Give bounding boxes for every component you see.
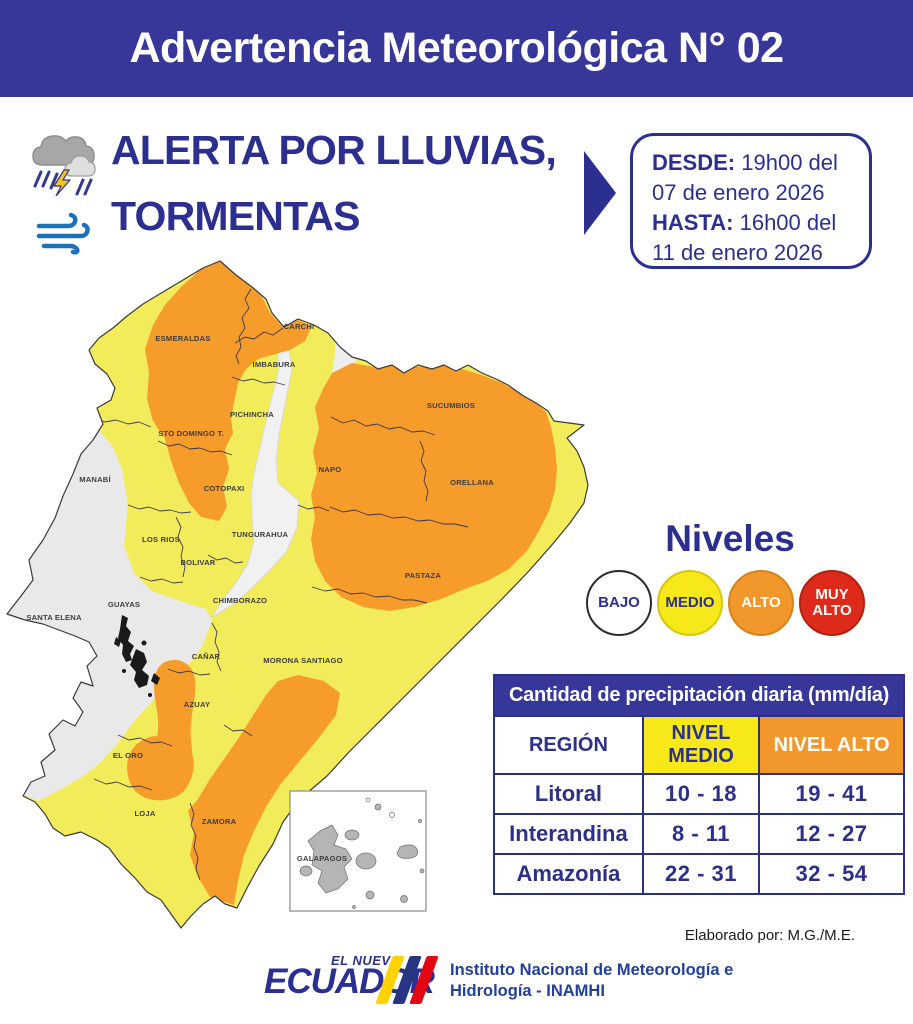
desde-value: 19h00 del 07 de enero 2026 (652, 150, 838, 205)
levels-legend: BAJO MEDIO ALTO MUY ALTO (586, 570, 865, 636)
province-label: COTOPAXI (204, 484, 245, 493)
ecuador-alert-map: ESMERALDAS CARCHI IMBABURA PICHINCHA STO DOM… (6, 260, 589, 929)
precipitation-table: Cantidad de precipitación diaria (mm/día… (493, 674, 905, 895)
province-label: PICHINCHA (230, 410, 274, 419)
province-label: CARCHI (284, 322, 315, 331)
province-label: CAÑAR (192, 652, 221, 661)
province-label: SUCUMBIOS (427, 401, 475, 410)
province-label: ORELLANA (450, 478, 494, 487)
alert-title-line1: ALERTA POR LLUVIAS, (111, 127, 557, 173)
province-label: ZAMORA (202, 817, 237, 826)
province-labels: ESMERALDAS CARCHI IMBABURA PICHINCHA STO DOM… (26, 322, 494, 863)
province-label: IMBABURA (253, 360, 296, 369)
storm-cloud-rain-lightning-icon (32, 135, 96, 196)
col-header-region: REGIÓN (495, 715, 642, 773)
galapagos-inset (289, 790, 427, 912)
table-cell-alto: 12 - 27 (758, 813, 903, 853)
table-row-region: Amazonía (495, 853, 642, 893)
desde-label: DESDE: (652, 150, 736, 175)
province-label: MORONA SANTIAGO (263, 656, 343, 665)
alert-title-line2: TORMENTAS (111, 193, 360, 239)
hasta-label: HASTA: (652, 210, 734, 235)
table-cell-medio: 10 - 18 (641, 773, 759, 813)
province-label: PASTAZA (405, 571, 441, 580)
table-cell-medio: 8 - 11 (641, 813, 759, 853)
province-label: NAPO (319, 465, 342, 474)
col-header-nivel-medio: NIVEL MEDIO (641, 715, 759, 773)
header-bar: Advertencia Meteorológica N° 02 (0, 0, 913, 97)
page-title: Advertencia Meteorológica N° 02 (129, 24, 784, 72)
table-cell-medio: 22 - 31 (641, 853, 759, 893)
elaborated-by: Elaborado por: M.G./M.E. (684, 927, 855, 944)
validity-date-box: DESDE: 19h00 del 07 de enero 2026 HASTA:… (630, 133, 872, 269)
province-label: MANABÍ (79, 475, 111, 484)
table-title: Cantidad de precipitación diaria (mm/día… (495, 676, 903, 715)
right-arrow-icon (584, 151, 616, 235)
galapagos-islands (299, 797, 425, 909)
level-badge-alto: ALTO (728, 570, 794, 636)
province-label: SANTA ELENA (26, 613, 82, 622)
province-label: CHIMBORAZO (213, 596, 267, 605)
province-label: LOS RIOS (142, 535, 180, 544)
andes-gray-strip (211, 311, 300, 618)
flag-stripes-icon (375, 956, 439, 1004)
country-outline (6, 260, 589, 929)
table-row-region: Litoral (495, 773, 642, 813)
table-row-region: Interandina (495, 813, 642, 853)
province-label: AZUAY (184, 700, 210, 709)
province-label: BOLIVAR (180, 558, 215, 567)
logo-el-nuevo: EL NUEVO (331, 953, 402, 968)
province-label: ESMERALDAS (155, 334, 210, 343)
province-label: EL ORO (113, 751, 143, 760)
province-label: STO DOMINGO T. (158, 429, 224, 438)
table-cell-alto: 32 - 54 (758, 853, 903, 893)
level-badge-bajo: BAJO (586, 570, 652, 636)
institute-name: Instituto Nacional de Meteorología e Hid… (450, 961, 734, 1000)
province-label: GALAPAGOS (297, 854, 347, 863)
col-header-nivel-alto: NIVEL ALTO (758, 715, 903, 773)
province-label: TUNGURAHUA (232, 530, 289, 539)
level-badge-medio: MEDIO (657, 570, 723, 636)
levels-title: Niveles (665, 518, 795, 559)
province-label: LOJA (134, 809, 155, 818)
table-cell-alto: 19 - 41 (758, 773, 903, 813)
wind-icon (36, 212, 90, 255)
estuary-marks (114, 615, 160, 697)
province-label: GUAYAS (108, 600, 140, 609)
province-borders (69, 288, 469, 881)
level-badge-muy-alto: MUY ALTO (799, 570, 865, 636)
hasta-value: 16h00 del 11 de enero 2026 (652, 210, 837, 265)
